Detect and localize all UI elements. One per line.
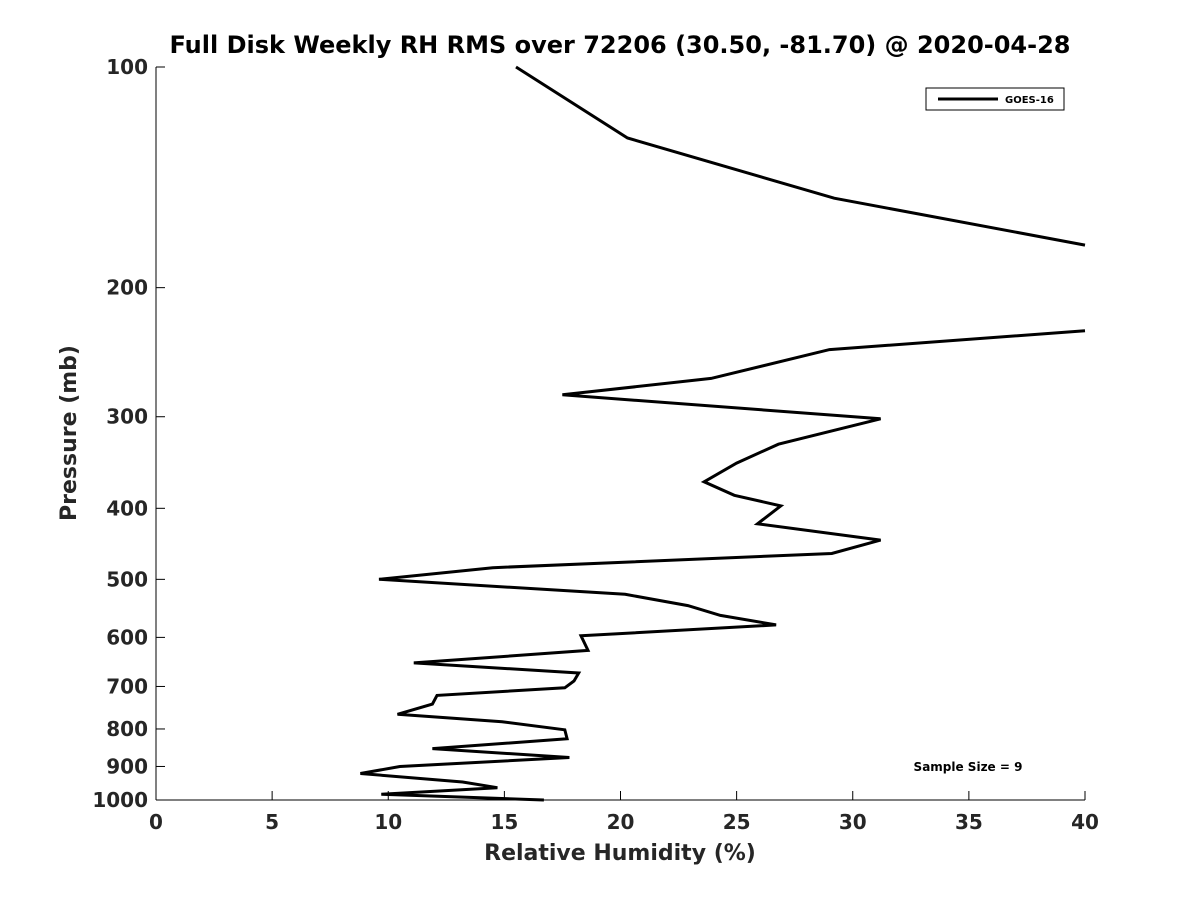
y-axis-ticks: 100 200 300 400 500 600 700 800 900 1000: [92, 55, 165, 812]
y-tick-label: 900: [106, 754, 148, 778]
plot-area: [155, 67, 1085, 801]
x-tick-label: 30: [839, 810, 867, 834]
x-tick-label: 35: [955, 810, 983, 834]
chart-title: Full Disk Weekly RH RMS over 72206 (30.5…: [169, 31, 1070, 59]
y-tick-label: 500: [106, 567, 148, 591]
x-tick-label: 10: [374, 810, 402, 834]
y-tick-label: 100: [106, 55, 148, 79]
y-axis-label: Pressure (mb): [57, 345, 82, 521]
x-tick-label: 15: [490, 810, 518, 834]
x-tick-label: 0: [149, 810, 163, 834]
x-tick-label: 40: [1071, 810, 1099, 834]
x-axis-ticks: 0 5 10 15 20 25 30 35 40: [149, 791, 1099, 834]
legend-label-goes-16: GOES-16: [1005, 95, 1054, 106]
y-tick-label: 200: [106, 276, 148, 300]
series-line-goes-16: [515, 65, 1086, 247]
series-lines: [360, 65, 1086, 802]
y-tick-label: 300: [106, 405, 148, 429]
y-tick-label: 400: [106, 496, 148, 520]
x-tick-label: 25: [723, 810, 751, 834]
x-tick-label: 20: [607, 810, 635, 834]
y-tick-label: 600: [106, 625, 148, 649]
y-tick-label: 700: [106, 674, 148, 698]
series-line-goes-16: [360, 329, 1086, 802]
x-tick-label: 5: [265, 810, 279, 834]
x-axis-label: Relative Humidity (%): [484, 841, 756, 866]
sample-size-annotation: Sample Size = 9: [914, 760, 1023, 774]
y-tick-label: 800: [106, 717, 148, 741]
y-tick-label: 1000: [92, 788, 148, 812]
legend: GOES-16: [925, 87, 1065, 111]
